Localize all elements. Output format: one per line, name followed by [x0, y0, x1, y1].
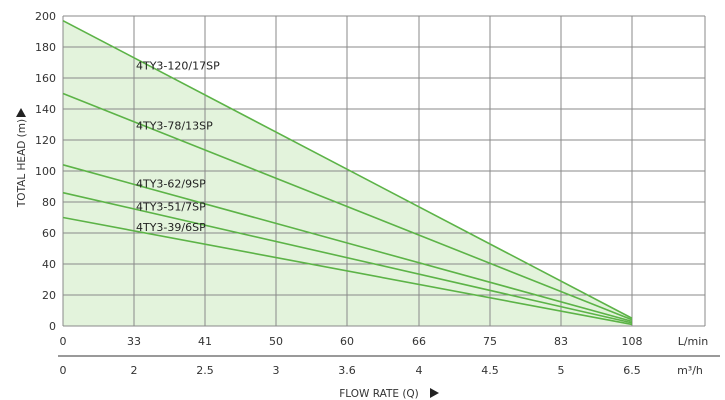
y-tick-label: 180 [35, 41, 56, 54]
x-tick-label-lmin: 50 [269, 335, 283, 348]
series-label: 4TY3-78/13SP [136, 119, 213, 132]
y-axis-arrow-icon [16, 108, 26, 117]
y-axis-title: TOTAL HEAD (m) [16, 119, 28, 208]
x-tick-label-m3h: 2.5 [196, 364, 214, 377]
y-tick-label: 160 [35, 72, 56, 85]
x-unit-m3h: m³/h [677, 364, 703, 377]
x-tick-label-m3h: 4.5 [481, 364, 499, 377]
x-tick-label-lmin: 41 [198, 335, 212, 348]
x-tick-label-lmin: 83 [554, 335, 568, 348]
series-label: 4TY3-120/17SP [136, 60, 220, 73]
y-tick-label: 40 [42, 258, 56, 271]
x-axis-title: FLOW RATE (Q) [339, 388, 419, 400]
series-line [62, 164, 633, 323]
series-label: 4TY3-51/7SP [136, 201, 206, 214]
series-line [62, 19, 633, 319]
series-label: 4TY3-39/6SP [136, 221, 206, 234]
x-tick-label-m3h: 2 [131, 364, 138, 377]
x-tick-label-m3h: 5 [558, 364, 565, 377]
x-tick-label-m3h: 4 [416, 364, 423, 377]
x-tick-label-lmin: 33 [127, 335, 141, 348]
x-tick-label-m3h: 3 [273, 364, 280, 377]
x-axis-arrow-icon [430, 388, 439, 398]
y-tick-label: 20 [42, 289, 56, 302]
y-tick-label: 200 [35, 10, 56, 23]
x-tick-label-lmin: 0 [60, 335, 67, 348]
x-tick-label-m3h: 3.6 [338, 364, 356, 377]
y-tick-label: 80 [42, 196, 56, 209]
x-tick-label-lmin: 75 [483, 335, 497, 348]
x-tick-label-lmin: 108 [622, 335, 643, 348]
y-tick-label: 140 [35, 103, 56, 116]
y-tick-label: 60 [42, 227, 56, 240]
y-tick-label: 100 [35, 165, 56, 178]
x-unit-lmin: L/min [678, 335, 709, 348]
y-tick-label: 120 [35, 134, 56, 147]
series-line [62, 92, 633, 321]
x-tick-label-m3h: 0 [60, 364, 67, 377]
series-line [62, 191, 633, 324]
x-tick-label-lmin: 60 [340, 335, 354, 348]
series-line [62, 216, 633, 326]
x-tick-label-m3h: 6.5 [623, 364, 641, 377]
y-tick-label: 0 [49, 320, 56, 333]
series-label: 4TY3-62/9SP [136, 178, 206, 191]
x-tick-label-lmin: 66 [412, 335, 426, 348]
